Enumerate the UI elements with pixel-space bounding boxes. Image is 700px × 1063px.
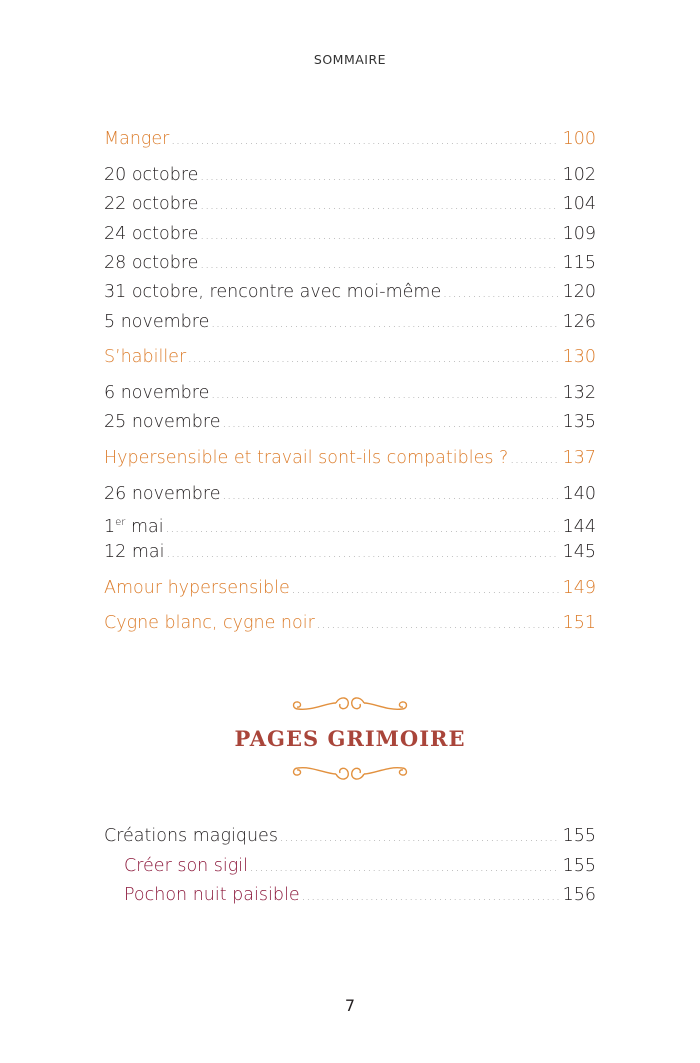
leader-dots (188, 347, 558, 371)
toc-label: Hypersensible et travail sont-ils compat… (104, 448, 509, 468)
leader-dots (280, 826, 559, 850)
toc-label: Créations magiques (104, 826, 278, 846)
leader-dots (200, 224, 558, 248)
toc-label: 24 octobre (104, 224, 199, 244)
toc-page: 137 (562, 448, 596, 468)
label-number: 1 (104, 516, 116, 537)
toc-page: 126 (562, 312, 596, 332)
leader-dots (171, 129, 558, 153)
toc-section[interactable]: S’habiller 130 (104, 345, 596, 369)
toc-page: 149 (562, 578, 596, 598)
toc-page: 102 (562, 165, 596, 185)
toc-entry[interactable]: 5 novembre 126 (104, 310, 596, 334)
toc-label: 26 novembre (104, 484, 221, 504)
toc-page: 140 (562, 484, 596, 504)
toc-label: Pochon nuit paisible (124, 885, 300, 905)
toc-section[interactable]: Hypersensible et travail sont-ils compat… (104, 446, 596, 470)
toc-label: 6 novembre (104, 383, 210, 403)
toc-label: 28 octobre (104, 253, 199, 273)
toc-page: 155 (562, 826, 596, 846)
toc-label: 22 octobre (104, 194, 199, 214)
page-number: 7 (344, 996, 356, 1015)
toc-label: Amour hypersensible (104, 578, 290, 598)
toc-page: 132 (562, 383, 596, 403)
leader-dots (510, 448, 558, 472)
toc-page: 109 (562, 224, 596, 244)
leader-dots (211, 383, 558, 407)
leader-dots (222, 484, 558, 508)
leader-dots (292, 578, 559, 602)
toc-page: 130 (562, 347, 596, 367)
toc-page: 156 (562, 885, 596, 905)
leader-dots (250, 856, 559, 880)
leader-dots (166, 517, 559, 541)
toc-label: 25 novembre (104, 412, 221, 432)
leader-dots (200, 194, 558, 218)
ornament-bottom-icon (292, 766, 408, 780)
toc-entry[interactable]: 12 mai 145 (104, 540, 596, 564)
ornament-top-icon (292, 697, 408, 711)
toc-page: 144 (562, 516, 596, 537)
leader-dots (302, 885, 559, 909)
section-title: PAGES GRIMOIRE (234, 726, 466, 751)
leader-dots (166, 542, 558, 566)
toc-section[interactable]: Cygne blanc, cygne noir 151 (104, 611, 596, 635)
leader-dots (317, 613, 559, 637)
toc-section[interactable]: Amour hypersensible 149 (104, 576, 596, 600)
toc-page: 104 (562, 194, 596, 214)
grimoire-subentry[interactable]: Créer son sigil 155 (124, 854, 596, 878)
toc-section[interactable]: Manger 100 (104, 127, 596, 151)
toc-label: 12 mai (104, 542, 165, 562)
toc-page: 145 (562, 542, 596, 562)
toc-label: Créer son sigil (124, 856, 249, 876)
toc-entry[interactable]: 31 octobre, rencontre avec moi-même 120 (104, 280, 596, 304)
toc-entry[interactable]: 28 octobre 115 (104, 251, 596, 275)
toc-label: 31 octobre, rencontre avec moi-même (104, 282, 442, 302)
leader-dots (200, 253, 558, 277)
toc-page: 100 (562, 129, 596, 149)
toc-page: 115 (562, 253, 596, 273)
toc-page: 151 (562, 613, 596, 633)
grimoire-subentry[interactable]: Pochon nuit paisible 156 (124, 883, 596, 907)
toc-entry[interactable]: 26 novembre 140 (104, 482, 596, 506)
label-superscript: er (115, 517, 126, 528)
toc-entry[interactable]: 20 octobre 102 (104, 163, 596, 187)
toc-label: Manger (104, 129, 170, 149)
toc-entry[interactable]: 6 novembre 132 (104, 381, 596, 405)
toc-page: 155 (562, 856, 596, 876)
grimoire-entry[interactable]: Créations magiques 155 (104, 824, 596, 848)
running-header: SOMMAIRE (313, 52, 387, 67)
toc-entry[interactable]: 22 octobre 104 (104, 192, 596, 216)
toc-label: S’habiller (104, 347, 187, 367)
toc-page: 135 (562, 412, 596, 432)
toc-label: 5 novembre (104, 312, 210, 332)
toc-label: Cygne blanc, cygne noir (104, 613, 315, 633)
toc-entry[interactable]: 1er mai 144 (104, 511, 596, 537)
label-rest: mai (125, 516, 164, 537)
toc-entry[interactable]: 25 novembre 135 (104, 410, 596, 434)
leader-dots (443, 282, 558, 306)
toc-page: 120 (562, 282, 596, 302)
leader-dots (211, 312, 558, 336)
toc-label: 20 octobre (104, 165, 199, 185)
toc-label: 1er mai (104, 511, 164, 539)
toc-entry[interactable]: 24 octobre 109 (104, 222, 596, 246)
leader-dots (222, 412, 558, 436)
leader-dots (200, 165, 558, 189)
